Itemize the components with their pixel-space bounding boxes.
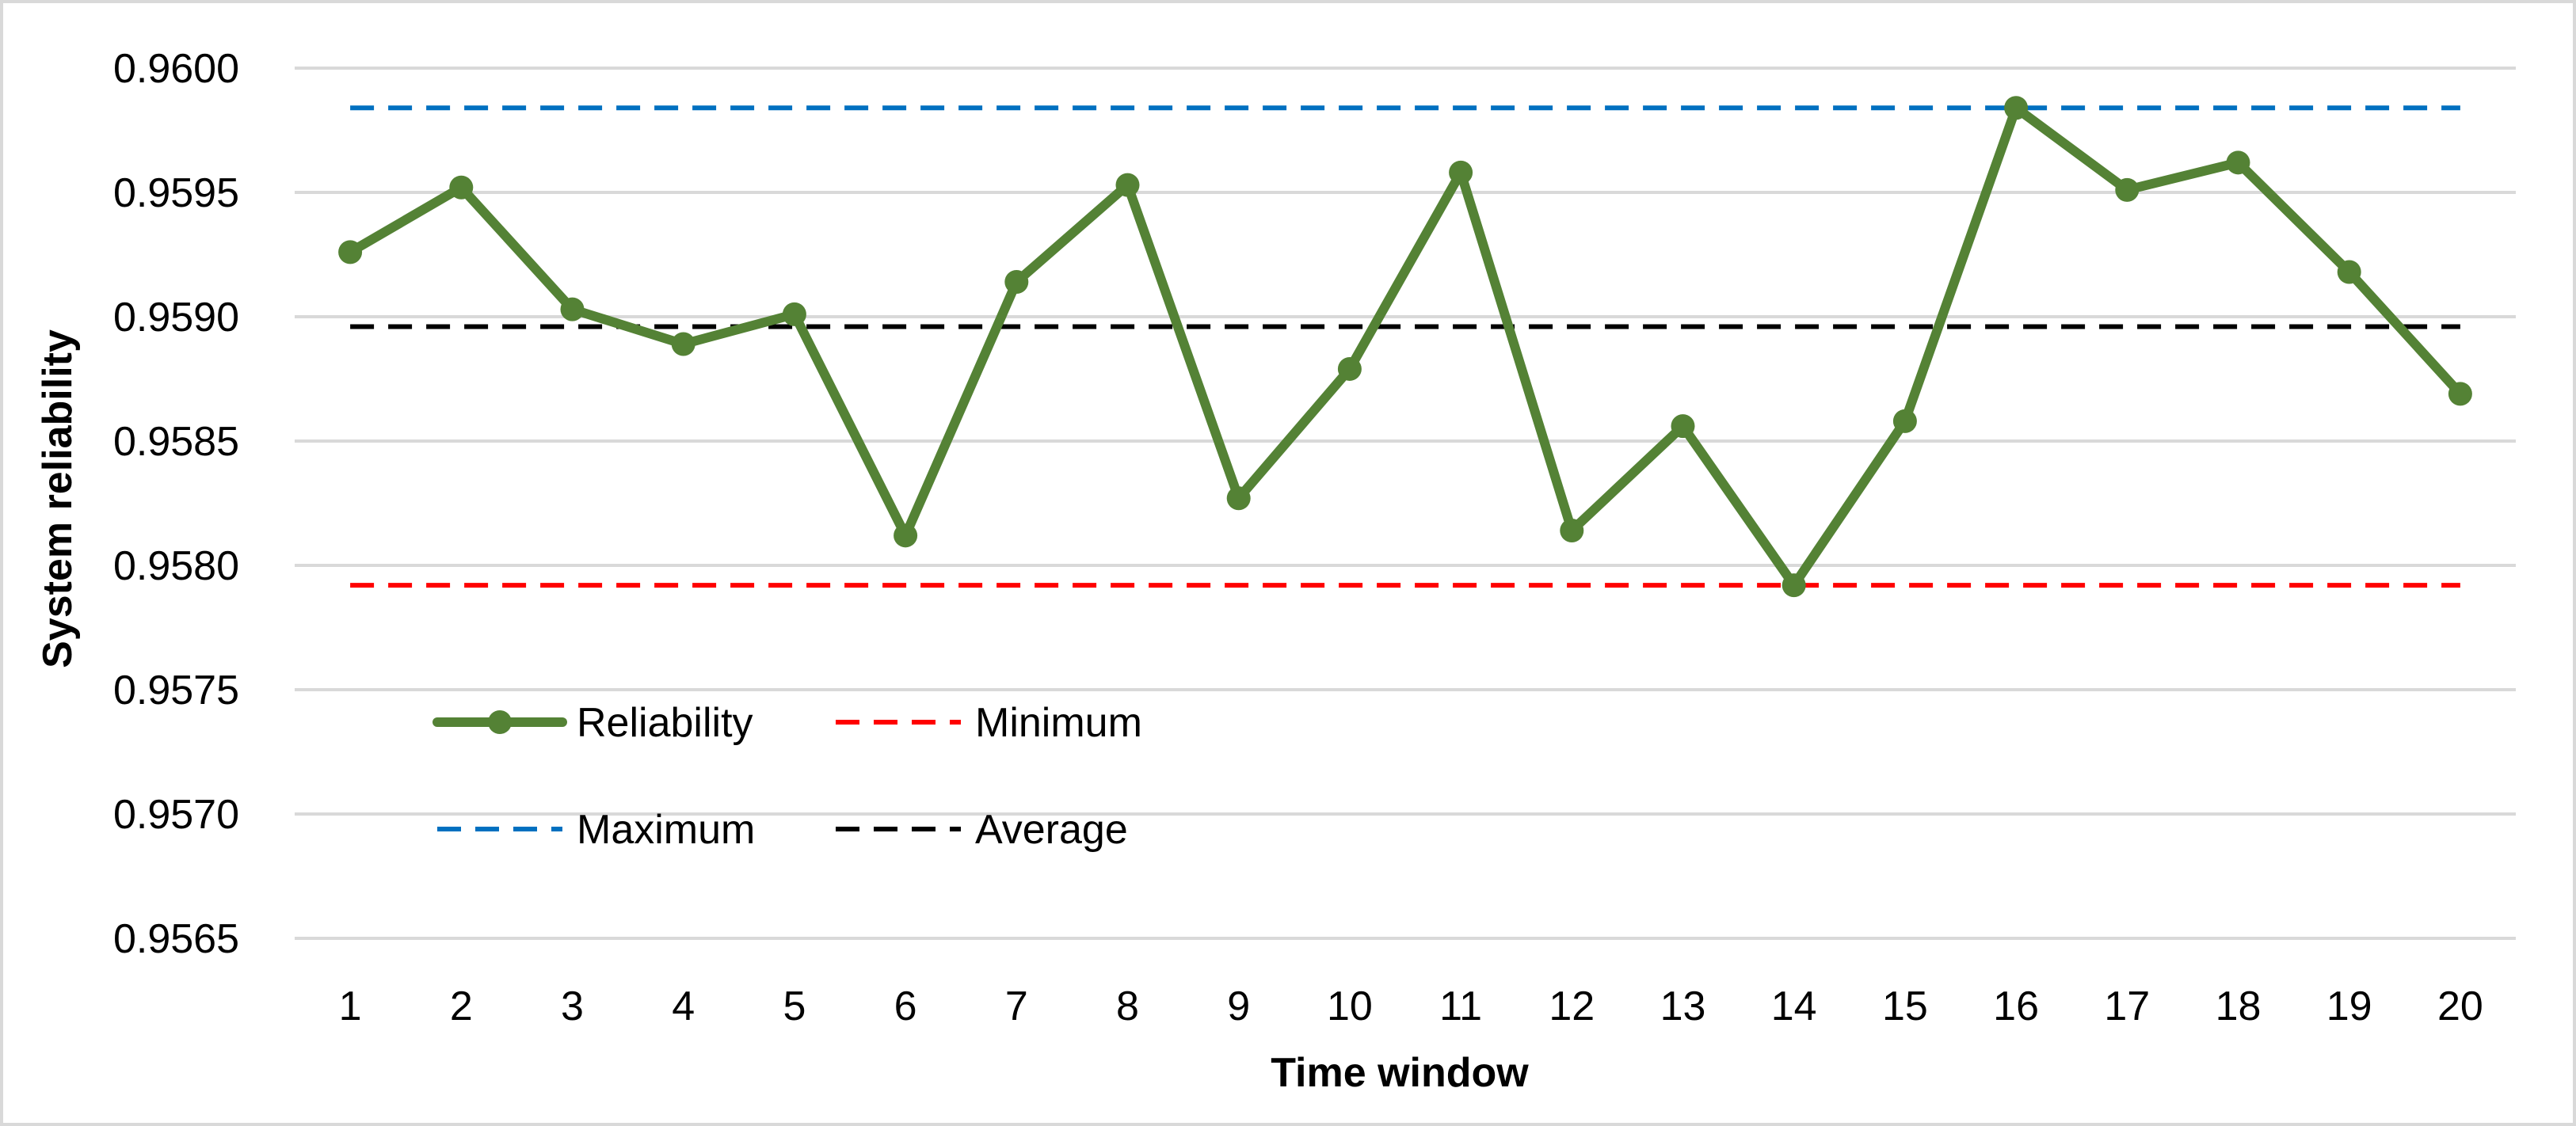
y-axis-ticks: 0.9565 0.9570 0.9575 0.9580 0.9585 0.9590 0.95… — [113, 46, 239, 962]
x-tick-label: 8 — [1116, 983, 1139, 1029]
reliability-point — [1892, 409, 1917, 433]
reliability-point — [1115, 173, 1140, 197]
x-tick-label: 1 — [339, 983, 362, 1029]
y-tick-label: 0.9575 — [113, 668, 239, 713]
reliability-point — [782, 302, 806, 326]
reliability-point — [1226, 486, 1251, 511]
x-tick-label: 15 — [1882, 983, 1928, 1029]
reliability-point — [1560, 519, 1584, 543]
reliability-point — [1004, 270, 1029, 295]
x-tick-label: 17 — [2104, 983, 2150, 1029]
reliability-line — [345, 103, 2465, 591]
reliability-point — [560, 297, 585, 321]
legend-label: Minimum — [975, 700, 1142, 746]
reliability-point — [1449, 160, 1473, 184]
reliability-point — [1337, 356, 1362, 381]
reliability-point — [2115, 177, 2140, 202]
x-tick-label: 19 — [2326, 983, 2372, 1029]
reliability-point — [338, 240, 363, 264]
y-tick-label: 0.9580 — [113, 543, 239, 589]
legend: Reliability Minimum Maximum Average — [433, 700, 1142, 853]
x-tick-label: 9 — [1227, 983, 1250, 1029]
x-tick-label: 11 — [1439, 983, 1482, 1029]
y-tick-label: 0.9590 — [113, 295, 239, 340]
x-tick-label: 3 — [561, 983, 584, 1029]
y-tick-label: 0.9585 — [113, 419, 239, 465]
reliability-point — [894, 523, 918, 548]
y-tick-label: 0.9600 — [113, 46, 239, 92]
gridlines — [295, 67, 2516, 940]
reliability-point — [1781, 573, 1806, 598]
legend-label: Average — [975, 807, 1128, 853]
x-tick-label: 4 — [672, 983, 695, 1029]
x-tick-label: 7 — [1005, 983, 1028, 1029]
reliability-point — [2004, 96, 2029, 120]
x-tick-label: 2 — [450, 983, 473, 1029]
y-axis-title: System reliability — [35, 329, 81, 668]
x-tick-label: 20 — [2437, 983, 2483, 1029]
series-layer — [338, 96, 2472, 598]
series-reliability — [338, 96, 2472, 598]
x-tick-label: 5 — [783, 983, 806, 1029]
y-tick-label: 0.9565 — [113, 916, 239, 962]
y-tick-label: 0.9595 — [113, 170, 239, 216]
x-tick-label: 6 — [894, 983, 917, 1029]
legend-item-maximum: Maximum — [437, 807, 755, 853]
x-axis-ticks: 1 2 3 4 5 6 7 8 9 10 11 12 13 14 15 16 17 18 19 20 — [339, 983, 2483, 1029]
legend-item-minimum: Minimum — [836, 700, 1142, 746]
x-tick-label: 10 — [1327, 983, 1373, 1029]
reliability-point — [2226, 150, 2250, 175]
legend-item-reliability: Reliability — [433, 700, 753, 746]
reliability-point — [2337, 260, 2361, 284]
y-tick-label: 0.9570 — [113, 792, 239, 838]
x-tick-label: 13 — [1660, 983, 1706, 1029]
legend-item-average: Average — [836, 807, 1128, 853]
x-tick-label: 12 — [1549, 983, 1595, 1029]
x-tick-label: 14 — [1771, 983, 1817, 1029]
reliability-point — [1671, 414, 1695, 439]
reliability-point — [449, 175, 474, 200]
legend-label: Maximum — [577, 807, 755, 853]
reliability-point — [671, 332, 695, 356]
legend-marker — [488, 710, 512, 734]
reliability-point — [2448, 382, 2472, 406]
x-tick-label: 16 — [1993, 983, 2039, 1029]
x-tick-label: 18 — [2216, 983, 2262, 1029]
legend-label: Reliability — [577, 700, 753, 746]
x-axis-title: Time window — [1271, 1050, 1529, 1096]
